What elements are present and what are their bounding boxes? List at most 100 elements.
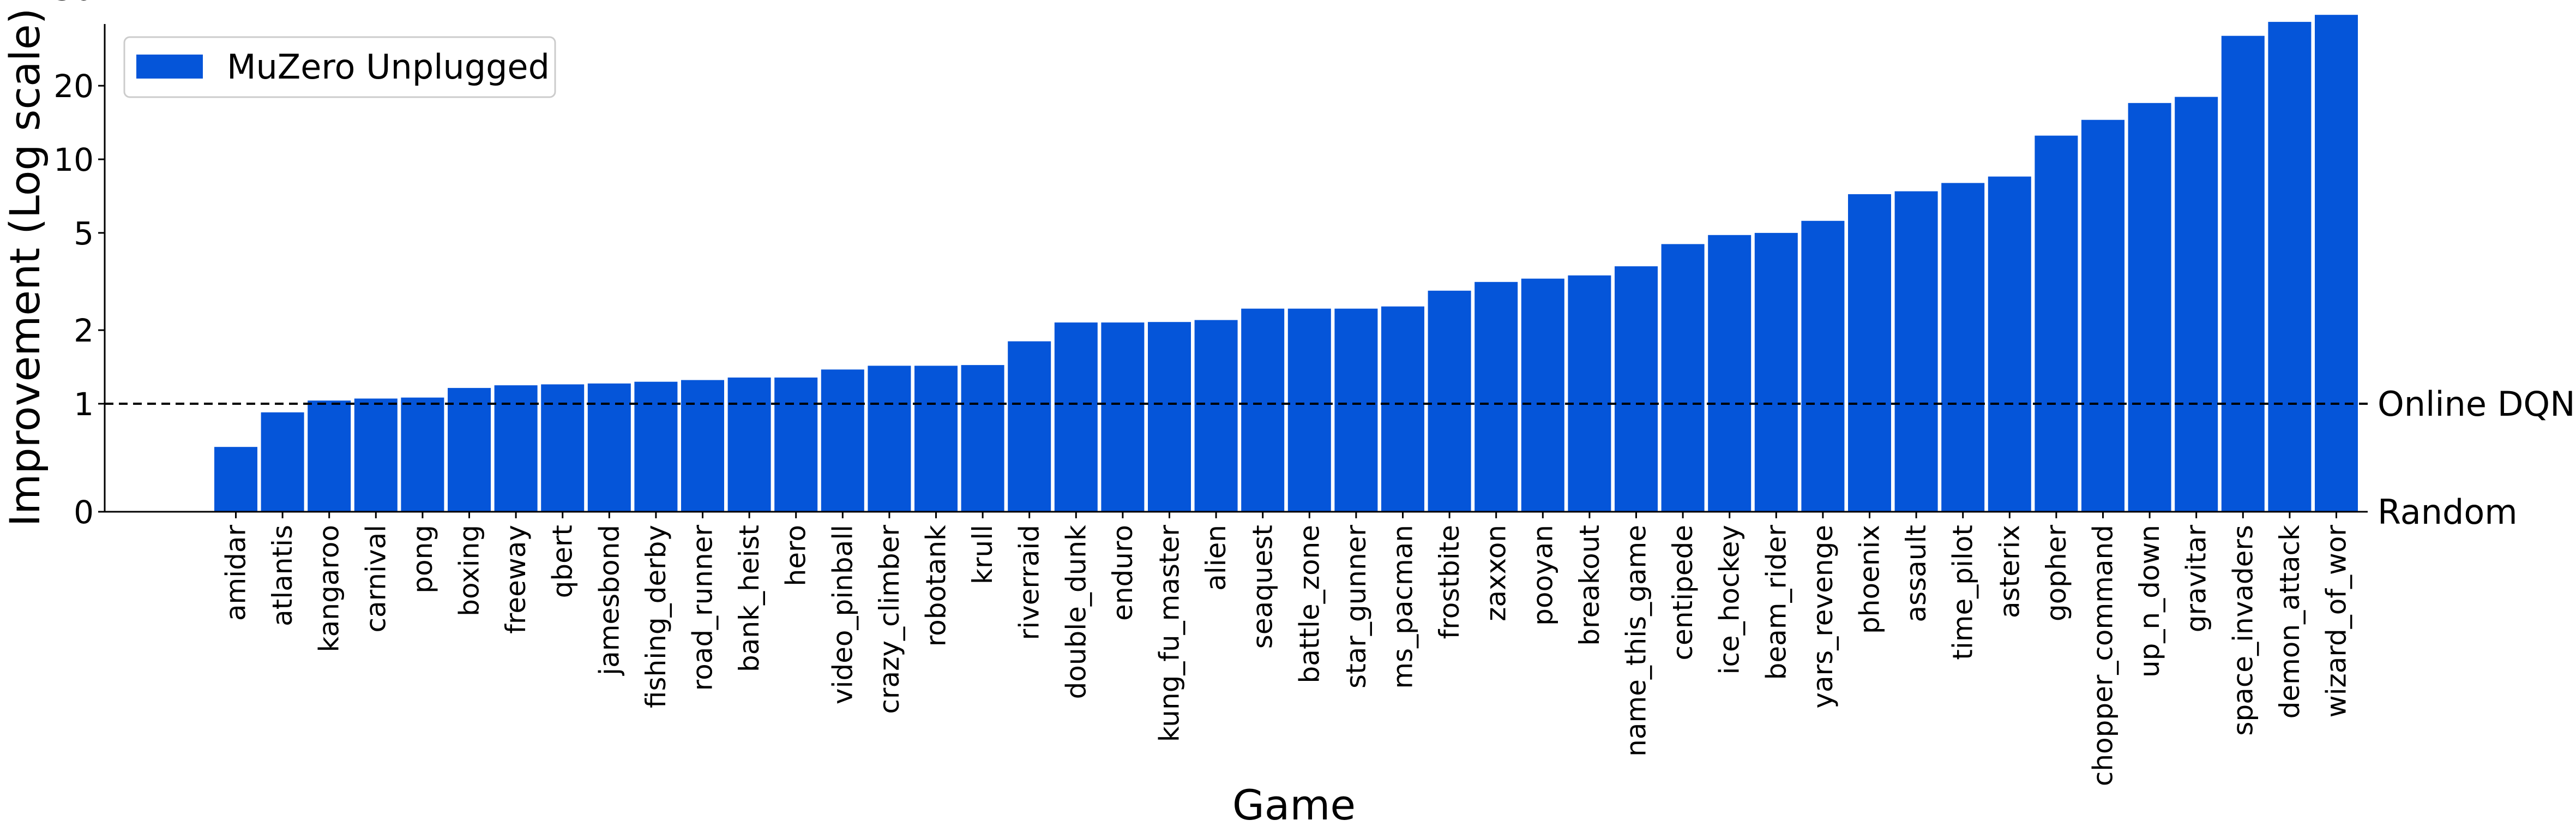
- bar-demon_attack: [2268, 22, 2312, 512]
- x-tick-label-name_this_game: name_this_game: [1621, 525, 1652, 757]
- x-tick-label-space_invaders: space_invaders: [2227, 525, 2259, 736]
- bar-space_invaders: [2221, 35, 2265, 512]
- x-tick-label-yars_revenge: yars_revenge: [1807, 525, 1839, 709]
- x-tick-label-krull: krull: [967, 525, 998, 584]
- x-tick-label-wizard_of_wor: wizard_of_wor: [2321, 525, 2352, 718]
- x-tick-label-zaxxon: zaxxon: [1480, 525, 1512, 621]
- axes: [104, 24, 2368, 513]
- x-tick-label-phoenix: phoenix: [1854, 525, 1886, 634]
- x-axis-title: Game: [1232, 781, 1356, 829]
- bar-qbert: [541, 384, 585, 512]
- y-tick-label: 10: [53, 141, 94, 178]
- y-axis-ticks: 0 1 2 5 10 20 50: [53, 0, 105, 531]
- bar-phoenix: [1848, 194, 1891, 512]
- bar-beam_rider: [1754, 232, 1798, 512]
- bar-pong: [401, 397, 444, 512]
- bar-enduro: [1101, 322, 1145, 512]
- bar-up_n_down: [2128, 103, 2171, 512]
- reference-label-0: Online DQN: [2378, 384, 2575, 424]
- bar-fishing_derby: [634, 381, 678, 512]
- bar-riverraid: [1008, 341, 1051, 512]
- legend: MuZero Unplugged: [123, 36, 556, 98]
- y-tick-label: 1: [74, 386, 94, 423]
- bar-carnival: [354, 398, 398, 512]
- bar-breakout: [1568, 275, 1611, 512]
- x-tick-label-star_gunner: star_gunner: [1340, 525, 1372, 689]
- bar-double_dunk: [1054, 322, 1098, 512]
- x-tick-label-video_pinball: video_pinball: [827, 525, 858, 704]
- bar-time_pilot: [1941, 183, 1985, 512]
- x-tick-label-hero: hero: [780, 525, 812, 586]
- bar-star_gunner: [1334, 308, 1378, 512]
- bar-chopper_command: [2081, 119, 2124, 512]
- bar-robotank: [914, 366, 958, 512]
- x-tick-label-breakout: breakout: [1574, 525, 1605, 646]
- bar-bank_heist: [727, 378, 771, 512]
- x-tick-label-robotank: robotank: [920, 525, 952, 647]
- x-tick-label-up_n_down: up_n_down: [2134, 525, 2165, 678]
- bar-ms_pacman: [1381, 306, 1424, 512]
- bar-alien: [1194, 320, 1238, 512]
- x-axis-ticks: amidar atlantis kangaroo carnival pong boxing…: [220, 512, 2352, 786]
- bar-hero: [774, 378, 818, 512]
- x-tick-label-chopper_command: chopper_command: [2087, 525, 2119, 786]
- x-tick-label-asterix: asterix: [1994, 525, 2025, 618]
- y-tick-label: 50: [53, 0, 94, 8]
- x-tick-label-fishing_derby: fishing_derby: [640, 525, 672, 708]
- x-tick-label-assault: assault: [1900, 525, 1932, 622]
- x-tick-label-atlantis: atlantis: [267, 525, 298, 626]
- bar-boxing: [448, 388, 491, 512]
- x-tick-label-riverraid: riverraid: [1014, 525, 1045, 640]
- x-tick-label-bank_heist: bank_heist: [733, 525, 765, 672]
- x-tick-label-carnival: carnival: [360, 525, 392, 633]
- x-tick-label-kangaroo: kangaroo: [314, 525, 345, 652]
- x-tick-label-demon_attack: demon_attack: [2274, 525, 2306, 719]
- bar-amidar: [214, 447, 257, 512]
- bar-video_pinball: [821, 369, 864, 512]
- bar-centipede: [1661, 244, 1705, 512]
- bar-kangaroo: [308, 400, 351, 512]
- reference-label-1: Random: [2378, 492, 2518, 532]
- bar-kung_fu_master: [1148, 322, 1191, 512]
- legend-swatch: [136, 55, 203, 79]
- x-tick-label-centipede: centipede: [1667, 525, 1699, 660]
- bar-battle_zone: [1287, 308, 1331, 512]
- bar-gravitar: [2175, 97, 2218, 512]
- bar-seaquest: [1241, 308, 1285, 512]
- x-tick-label-battle_zone: battle_zone: [1293, 525, 1325, 684]
- x-tick-label-ice_hockey: ice_hockey: [1714, 525, 1746, 674]
- x-tick-label-kung_fu_master: kung_fu_master: [1154, 525, 1185, 743]
- y-axis-title: Improvement (Log scale): [1, 8, 49, 526]
- x-tick-label-double_dunk: double_dunk: [1060, 525, 1092, 699]
- x-tick-label-beam_rider: beam_rider: [1760, 525, 1792, 680]
- y-tick-label: 2: [74, 312, 94, 349]
- bar-jamesbond: [587, 383, 631, 512]
- bar-atlantis: [261, 412, 304, 512]
- x-tick-label-qbert: qbert: [547, 525, 579, 598]
- bar-freeway: [494, 385, 538, 512]
- legend-frame: [123, 36, 556, 98]
- bar-assault: [1894, 191, 1938, 512]
- x-tick-label-frostbite: frostbite: [1434, 525, 1465, 639]
- bar-road_runner: [681, 380, 724, 512]
- bar-name_this_game: [1615, 266, 1658, 512]
- bar-yars_revenge: [1801, 220, 1845, 512]
- x-tick-label-ms_pacman: ms_pacman: [1387, 525, 1419, 689]
- bar-crazy_climber: [868, 366, 911, 512]
- x-tick-label-alien: alien: [1200, 525, 1232, 591]
- x-tick-label-seaquest: seaquest: [1247, 525, 1279, 649]
- x-tick-label-amidar: amidar: [220, 525, 252, 621]
- bar-frostbite: [1428, 290, 1471, 512]
- x-tick-label-enduro: enduro: [1107, 525, 1139, 621]
- y-tick-label: 20: [53, 68, 94, 105]
- x-tick-label-pooyan: pooyan: [1527, 525, 1558, 626]
- x-tick-label-jamesbond: jamesbond: [593, 525, 625, 676]
- x-tick-label-freeway: freeway: [500, 525, 532, 634]
- bar-zaxxon: [1474, 282, 1518, 512]
- reference-lines: Online DQN Random: [105, 384, 2575, 532]
- y-tick-label: 0: [74, 494, 94, 531]
- y-tick-label: 5: [74, 215, 94, 252]
- x-tick-label-gopher: gopher: [2041, 525, 2072, 622]
- bars: [214, 15, 2358, 512]
- bar-ice_hockey: [1708, 235, 1752, 512]
